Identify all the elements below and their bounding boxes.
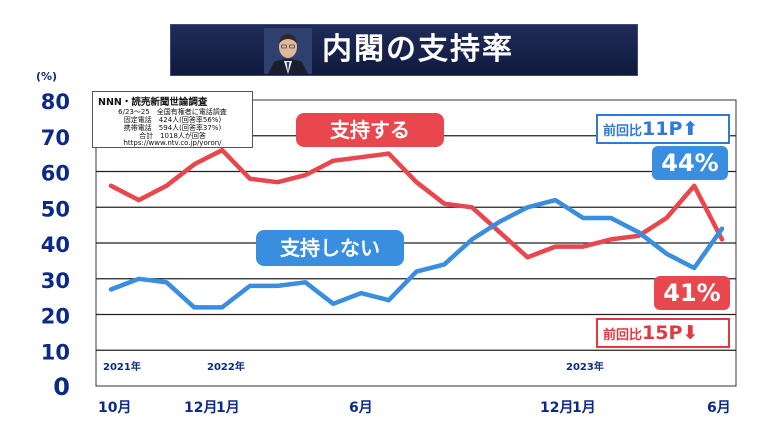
y-tick-label: 0 [53,373,70,401]
source-line: https://www.ntv.co.jp/yoron/ [123,139,222,147]
y-tick-label: 30 [41,269,70,293]
nosupport-series-label: 支持しない [256,230,404,266]
y-tick-label: 60 [41,162,70,186]
down-arrow-icon: ⬇ [682,322,699,344]
nosupport-change-badge: 前回比11P⬆ [596,114,730,144]
year-label: 2022年 [207,362,245,373]
source-line: 合計 1018人が回答 [139,132,206,140]
title-bar [170,24,638,76]
x-tick-label: 1月 [572,400,596,416]
y-unit-label: (%) [36,70,58,83]
x-tick-label: 6月 [349,400,373,416]
year-label: 2021年 [103,362,141,373]
x-tick-label: 12月 [540,400,574,416]
series-lines [108,147,725,310]
change-prefix: 前回比 [603,124,643,139]
change-value: 11P [642,118,683,140]
support-series-line [108,147,725,260]
y-tick-label: 10 [41,340,70,364]
y-tick-label: 20 [41,305,70,329]
chart-title: 内閣の支持率 [322,32,514,67]
source-line: 携帯電話 594人(回答率37%) [123,124,222,132]
x-tick-label: 6月 [707,400,731,416]
year-label: 2023年 [566,362,604,373]
x-tick-label: 1月 [216,400,240,416]
source-line: 6/23～25 全国有権者に電話調査 [118,108,227,116]
y-tick-labels: 0 10 20 30 40 50 60 70 80 [41,90,70,401]
change-value: 15P [642,322,683,344]
up-arrow-icon: ⬆ [682,118,699,140]
support-latest-value: 41% [654,276,730,310]
y-tick-label: 70 [41,126,70,150]
nosupport-latest-value: 44% [652,146,728,180]
source-line: 固定電話 424人(回答率56%) [123,116,222,124]
support-series-label: 支持する [296,113,444,147]
change-prefix: 前回比 [603,328,643,343]
source-title: NNN・読売新聞世論調査 [98,97,208,108]
y-tick-label: 50 [41,197,70,221]
support-change-badge: 前回比15P⬇ [596,318,730,348]
y-tick-label: 80 [41,90,70,114]
x-tick-label: 12月 [184,400,218,416]
survey-source-box: NNN・読売新聞世論調査 6/23～25 全国有権者に電話調査 固定電話 424… [92,91,253,148]
x-tick-label: 10月 [98,400,132,416]
y-tick-label: 40 [41,233,70,257]
prime-minister-photo [264,28,312,74]
nosupport-series-line [108,197,725,310]
